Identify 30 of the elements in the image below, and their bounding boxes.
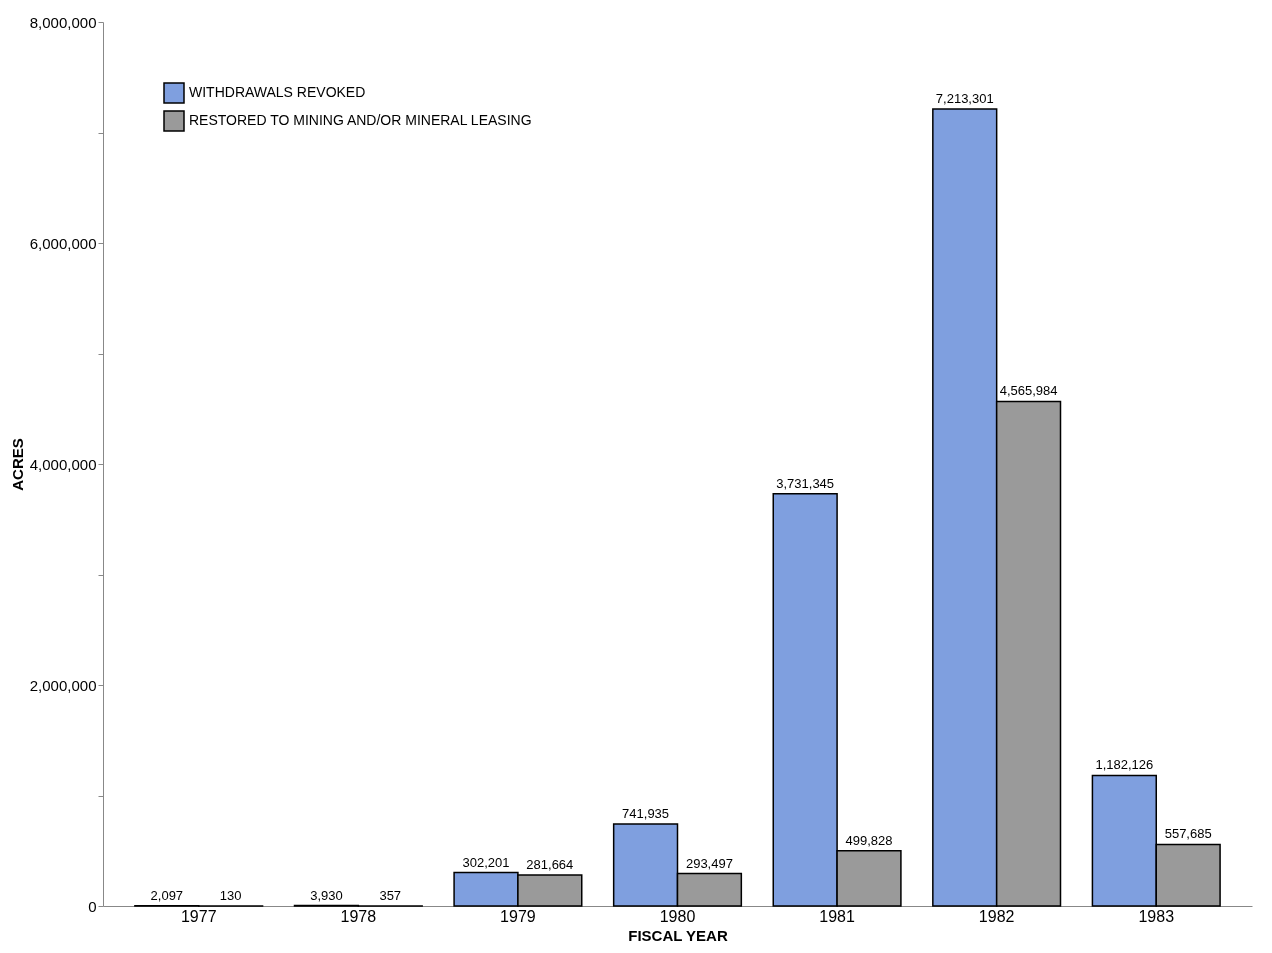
x-tick-label: 1979 — [500, 907, 536, 925]
legend-label: RESTORED TO MINING AND/OR MINERAL LEASING — [189, 112, 532, 128]
data-label: 7,213,301 — [935, 90, 994, 106]
data-label: 4,565,984 — [999, 383, 1058, 399]
x-tick-label: 1977 — [180, 907, 217, 925]
legend-label: WITHDRAWALS REVOKED — [189, 84, 366, 100]
y-tick-label: 2,000,000 — [29, 676, 97, 694]
data-label: 302,201 — [462, 854, 510, 870]
x-tick-label: 1978 — [340, 907, 377, 925]
x-tick-label: 1982 — [978, 907, 1015, 925]
data-label: 281,664 — [526, 856, 574, 872]
data-label: 293,497 — [685, 855, 733, 871]
data-label: 499,828 — [845, 832, 893, 848]
x-tick-label: 1983 — [1138, 907, 1175, 925]
data-label: 741,935 — [622, 806, 670, 822]
y-tick-label: 0 — [88, 897, 97, 915]
x-tick-label: 1980 — [659, 907, 696, 925]
data-label: 1,182,126 — [1095, 757, 1154, 773]
data-label: 2,097 — [150, 887, 184, 903]
y-tick-label: 4,000,000 — [29, 455, 97, 473]
data-label: 357 — [379, 887, 402, 903]
y-tick-label: 8,000,000 — [29, 13, 97, 31]
data-label: 557,685 — [1164, 826, 1212, 842]
y-tick-label: 6,000,000 — [29, 234, 97, 252]
data-label: 3,731,345 — [776, 475, 835, 491]
x-tick-label: 1981 — [819, 907, 855, 925]
y-axis-title: ACRES — [8, 438, 26, 491]
data-label: 3,930 — [310, 887, 343, 903]
x-axis-title: FISCAL YEAR — [628, 926, 728, 944]
data-label: 130 — [219, 887, 242, 903]
